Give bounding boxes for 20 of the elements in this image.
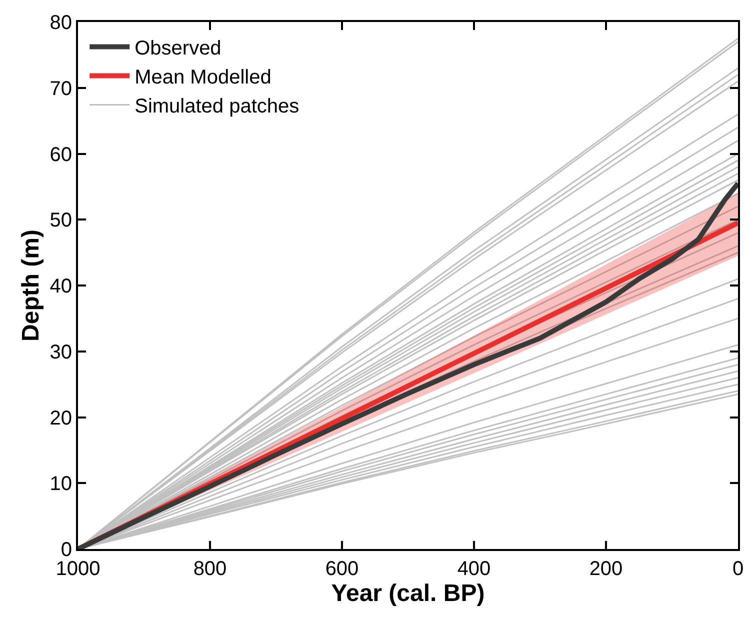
y-tick-label: 10 — [50, 473, 72, 496]
x-tick-label: 400 — [457, 558, 491, 580]
y-axis-title: Depth (m) — [17, 230, 44, 342]
y-tick-label: 30 — [50, 341, 72, 364]
y-tick-label: 50 — [50, 210, 72, 232]
x-tick-label: 1000 — [56, 558, 100, 580]
x-tick-label: 800 — [193, 558, 227, 580]
y-tick-label: 60 — [50, 144, 72, 166]
y-tick-label: 20 — [50, 407, 72, 430]
x-tick-label: 200 — [589, 558, 623, 580]
legend-label: Observed — [134, 38, 222, 60]
y-tick-label: 70 — [50, 78, 72, 100]
x-axis-title: Year (cal. BP) — [331, 580, 485, 607]
legend-label: Mean Modelled — [134, 66, 272, 89]
x-tick-label: 600 — [325, 558, 359, 580]
y-tick-label: 40 — [50, 276, 72, 298]
x-tick-label: 0 — [732, 558, 744, 580]
y-tick-label: 0 — [60, 539, 72, 561]
legend-label: Simulated patches — [134, 96, 300, 118]
y-tick-label: 80 — [50, 12, 72, 34]
